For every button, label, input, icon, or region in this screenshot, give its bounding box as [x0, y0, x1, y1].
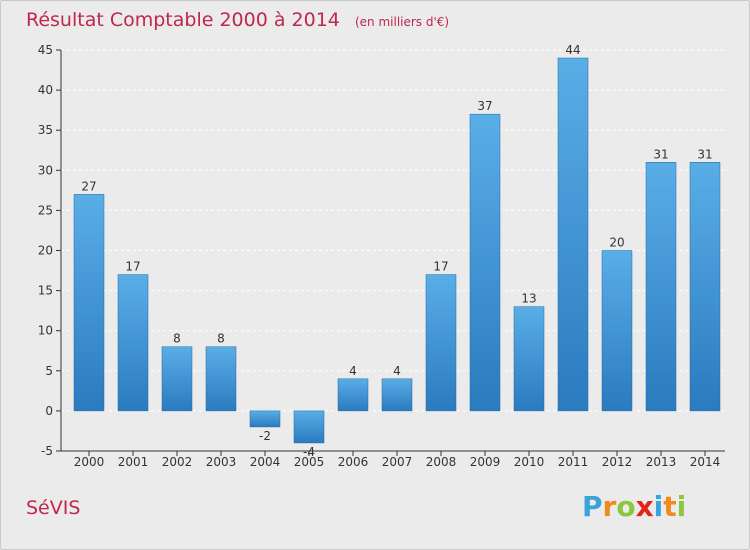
data-label: 8: [217, 332, 225, 346]
x-tick-label: 2013: [646, 455, 677, 469]
y-tick-label: 10: [38, 324, 53, 338]
x-tick-label: 2012: [602, 455, 633, 469]
data-label: 13: [521, 292, 536, 306]
chart-title: Résultat Comptable 2000 à 2014 (en milli…: [26, 9, 449, 31]
bar-2003: [205, 346, 237, 412]
bar-2006: [337, 378, 369, 412]
x-tick-labels: 2000 2001 2002 2003 2004 2005 2006 2007 2008 2009…: [74, 451, 721, 469]
data-label: -2: [259, 429, 271, 443]
data-label: -4: [303, 445, 315, 459]
data-label: 20: [609, 236, 624, 250]
y-tick-label: 25: [38, 203, 53, 217]
commune-name: SéVIS: [26, 497, 80, 519]
chart-unit-text: (en milliers d'€): [355, 15, 449, 29]
x-tick-label: 2004: [250, 455, 281, 469]
data-label: 17: [125, 260, 140, 274]
y-tick-label: 45: [38, 43, 53, 57]
proxiti-logo: Proxiti: [582, 490, 686, 523]
bar-2011: [557, 57, 589, 412]
bar-2012: [601, 250, 633, 412]
bar-2001: [117, 274, 149, 412]
x-tick-label: 2008: [426, 455, 457, 469]
y-tick-label: 30: [38, 163, 53, 177]
x-tick-label: 2006: [338, 455, 369, 469]
x-tick-label: 2007: [382, 455, 413, 469]
bar-2009: [469, 113, 501, 412]
bar-2004: [249, 410, 281, 428]
logo-letter: o: [616, 490, 635, 523]
data-label: 4: [349, 364, 357, 378]
bar-2008: [425, 274, 457, 412]
bar-2000: [73, 194, 105, 412]
x-tick-label: 2001: [118, 455, 149, 469]
logo-letter: i: [677, 490, 687, 523]
logo-letter: t: [663, 490, 676, 523]
data-label: 31: [697, 147, 712, 161]
data-label: 44: [565, 43, 580, 57]
data-label: 17: [433, 260, 448, 274]
x-tick-label: 2010: [514, 455, 545, 469]
y-tick-label: 35: [38, 123, 53, 137]
chart-title-text: Résultat Comptable 2000 à 2014: [26, 9, 340, 31]
logo-letter: r: [603, 490, 617, 523]
y-tick-label: 40: [38, 83, 53, 97]
bar-2002: [161, 346, 193, 412]
logo-letter: x: [636, 490, 654, 523]
x-tick-label: 2005: [294, 455, 325, 469]
x-tick-label: 2003: [206, 455, 237, 469]
y-tick-label: 5: [45, 364, 53, 378]
bar-2005: [293, 410, 325, 444]
y-tick-label: 15: [38, 284, 53, 298]
y-tick-label: 20: [38, 244, 53, 258]
bar-2014: [689, 162, 721, 412]
x-tick-label: 2011: [558, 455, 589, 469]
data-label: 31: [653, 147, 668, 161]
x-tick-label: 2000: [74, 455, 105, 469]
data-label: 27: [81, 179, 96, 193]
x-tick-label: 2009: [470, 455, 501, 469]
bars: [73, 57, 721, 444]
data-label: 8: [173, 332, 181, 346]
logo-letter: P: [582, 490, 603, 523]
x-tick-label: 2014: [690, 455, 721, 469]
y-tick-labels: -5 0 5 10 15 20 25 30 35 40 45: [38, 43, 61, 458]
data-label: 37: [477, 99, 492, 113]
data-label: 4: [393, 364, 401, 378]
bar-2010: [513, 306, 545, 412]
y-tick-label: 0: [45, 404, 53, 418]
y-tick-label: -5: [41, 444, 53, 458]
logo-letter: i: [654, 490, 664, 523]
bar-2007: [381, 378, 413, 412]
bar-2013: [645, 162, 677, 412]
x-tick-label: 2002: [162, 455, 193, 469]
